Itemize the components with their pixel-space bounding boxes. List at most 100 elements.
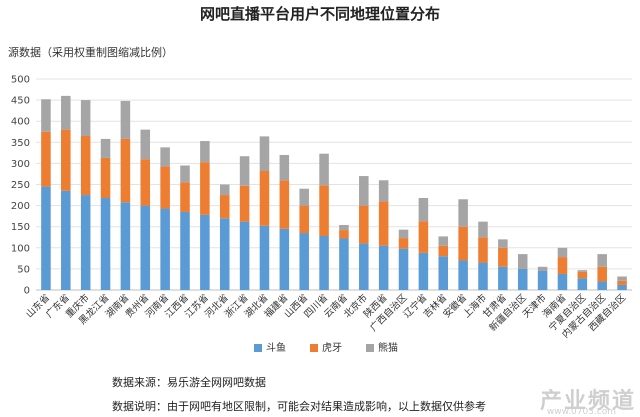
y-tick-label: 50 — [17, 264, 30, 275]
bar-虎牙 — [458, 226, 468, 261]
bar-熊猫 — [279, 154, 290, 181]
bar-斗鱼 — [557, 273, 568, 290]
bar-虎牙 — [478, 237, 488, 263]
bar-虎牙 — [160, 166, 170, 209]
bar-斗鱼 — [299, 233, 309, 290]
y-tick-label: 100 — [11, 243, 30, 254]
bar-虎牙 — [180, 182, 190, 212]
bar-斗鱼 — [517, 268, 528, 290]
bar-熊猫 — [418, 198, 429, 222]
data-source-text: 数据来源：易乐游全网网吧数据 — [112, 376, 266, 389]
bar-虎牙 — [239, 185, 250, 222]
bar-熊猫 — [219, 184, 230, 196]
bar-虎牙 — [378, 201, 389, 246]
bar-熊猫 — [557, 247, 568, 258]
legend-swatch — [366, 344, 374, 352]
bar-斗鱼 — [219, 218, 230, 290]
bar-虎牙 — [259, 170, 270, 226]
bar-虎牙 — [438, 245, 449, 257]
bar-斗鱼 — [378, 245, 389, 290]
y-tick-label: 450 — [11, 96, 30, 107]
bar-斗鱼 — [180, 211, 190, 290]
y-tick-label: 250 — [11, 180, 30, 191]
bar-虎牙 — [319, 185, 329, 236]
bar-熊猫 — [498, 239, 508, 248]
bar-熊猫 — [339, 225, 349, 231]
bar-虎牙 — [41, 131, 51, 187]
y-tick-label: 300 — [11, 159, 30, 170]
bar-斗鱼 — [41, 186, 51, 290]
bar-斗鱼 — [597, 281, 607, 290]
bar-熊猫 — [537, 266, 548, 272]
y-tick-label: 0 — [24, 286, 30, 297]
bar-斗鱼 — [398, 248, 409, 290]
legend-label: 虎牙 — [322, 342, 342, 354]
y-tick-label: 150 — [11, 222, 30, 233]
bar-斗鱼 — [279, 228, 290, 290]
y-tick-label: 400 — [11, 117, 30, 128]
bar-斗鱼 — [120, 202, 131, 290]
bar-斗鱼 — [319, 235, 329, 290]
bar-斗鱼 — [577, 278, 588, 290]
bar-熊猫 — [458, 199, 468, 227]
bar-虎牙 — [299, 205, 309, 234]
bar-虎牙 — [617, 280, 627, 285]
legend-swatch — [254, 344, 262, 352]
legend-swatch — [310, 344, 318, 352]
bar-熊猫 — [100, 138, 111, 158]
bar-虎牙 — [557, 257, 568, 274]
legend-label: 斗鱼 — [266, 341, 286, 354]
bar-斗鱼 — [458, 260, 468, 290]
bar-斗鱼 — [478, 262, 488, 290]
bar-斗鱼 — [537, 271, 548, 290]
bar-虎牙 — [140, 159, 151, 206]
bar-虎牙 — [200, 162, 210, 215]
bar-虎牙 — [61, 129, 71, 191]
y-tick-label: 500 — [11, 75, 30, 86]
legend-label: 熊猫 — [378, 341, 398, 354]
bar-斗鱼 — [617, 284, 627, 290]
bar-斗鱼 — [259, 225, 270, 290]
bar-虎牙 — [279, 180, 290, 229]
bar-虎牙 — [498, 247, 508, 267]
bar-熊猫 — [517, 254, 528, 269]
bar-熊猫 — [299, 188, 309, 206]
bar-熊猫 — [319, 153, 329, 186]
bar-斗鱼 — [100, 198, 111, 290]
bar-熊猫 — [577, 270, 588, 272]
bar-熊猫 — [41, 99, 51, 132]
bar-熊猫 — [597, 254, 607, 267]
bar-斗鱼 — [160, 208, 170, 290]
bar-熊猫 — [378, 180, 389, 202]
bar-虎牙 — [339, 230, 349, 239]
watermark-logo: 产业频道 — [539, 389, 636, 414]
bar-熊猫 — [140, 129, 151, 160]
bar-熊猫 — [438, 236, 449, 246]
bar-斗鱼 — [498, 266, 508, 290]
watermark-url: www.0703.com — [546, 407, 616, 417]
bar-熊猫 — [359, 176, 369, 206]
bar-斗鱼 — [140, 205, 151, 290]
bar-熊猫 — [61, 95, 71, 130]
bar-虎牙 — [597, 266, 607, 282]
bar-熊猫 — [80, 100, 91, 136]
bar-虎牙 — [418, 221, 429, 253]
bar-斗鱼 — [200, 214, 210, 290]
bar-熊猫 — [200, 141, 210, 163]
bar-斗鱼 — [359, 243, 369, 290]
bar-熊猫 — [478, 221, 488, 238]
bar-熊猫 — [160, 147, 170, 167]
bar-斗鱼 — [438, 256, 449, 290]
bar-斗鱼 — [80, 195, 91, 290]
y-tick-label: 350 — [11, 138, 30, 149]
bar-虎牙 — [120, 138, 131, 203]
bar-熊猫 — [180, 165, 190, 183]
bar-熊猫 — [239, 156, 250, 186]
chart-title: 网吧直播平台用户不同地理位置分布 — [199, 5, 440, 23]
bar-虎牙 — [80, 135, 91, 196]
bar-虎牙 — [359, 205, 369, 244]
data-note-text: 数据说明：由于网吧有地区限制，可能会对结果造成影响，以上数据仅供参考 — [112, 400, 486, 413]
bar-斗鱼 — [61, 190, 71, 290]
bar-斗鱼 — [339, 238, 349, 290]
bar-熊猫 — [617, 276, 627, 281]
